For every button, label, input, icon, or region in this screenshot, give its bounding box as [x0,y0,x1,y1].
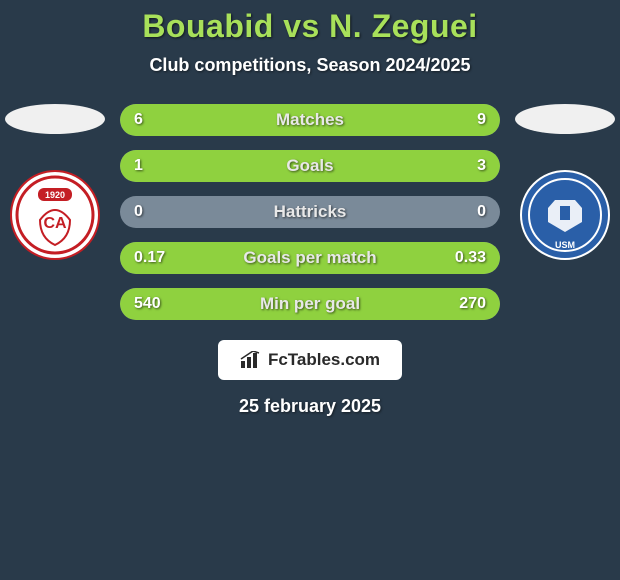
stat-value-left: 540 [134,288,161,320]
stat-label: Goals per match [120,242,500,274]
stat-value-left: 1 [134,150,143,182]
stat-value-right: 0.33 [455,242,486,274]
infographic-container: Bouabid vs N. Zeguei Club competitions, … [0,0,620,580]
avatar-silhouette-icon [5,104,105,134]
player-right-avatar [515,104,615,134]
club-left-initials: CA [43,215,67,232]
club-badge-left-icon: 1920 CA [10,170,100,260]
stat-value-right: 9 [477,104,486,136]
stat-value-left: 0.17 [134,242,165,274]
stat-row: Min per goal540 270 [120,288,500,320]
date-text: 25 february 2025 [239,396,381,417]
player-left-avatar [5,104,105,134]
player-left-column: 1920 CA [0,104,110,260]
club-left-year: 1920 [45,190,65,200]
club-badge-right-icon: USM [520,170,610,260]
stat-row: Goals per match0.17 0.33 [120,242,500,274]
stat-value-right: 3 [477,150,486,182]
player-right-column: USM [510,104,620,260]
stat-label: Matches [120,104,500,136]
stat-row: Matches6 9 [120,104,500,136]
stat-value-left: 6 [134,104,143,136]
stat-row: Goals1 3 [120,150,500,182]
page-subtitle: Club competitions, Season 2024/2025 [149,55,470,76]
player-left-club-badge: 1920 CA [10,170,100,260]
club-right-initials: USM [555,240,575,250]
stats-column: Matches6 9 Goals1 3 Hattricks0 0 Goals per mat… [120,104,500,320]
brand-text: FcTables.com [268,350,380,370]
stat-row: Hattricks0 0 [120,196,500,228]
stat-value-left: 0 [134,196,143,228]
chart-icon [240,351,262,369]
stat-label: Min per goal [120,288,500,320]
stat-value-right: 270 [459,288,486,320]
main-row: 1920 CA Matches6 9 Goals1 3 Hattricks0 0 Goals… [0,104,620,320]
page-title: Bouabid vs N. Zeguei [142,8,477,45]
stat-label: Goals [120,150,500,182]
stat-value-right: 0 [477,196,486,228]
stat-label: Hattricks [120,196,500,228]
player-right-club-badge: USM [520,170,610,260]
avatar-silhouette-icon [515,104,615,134]
brand-box: FcTables.com [218,340,402,380]
